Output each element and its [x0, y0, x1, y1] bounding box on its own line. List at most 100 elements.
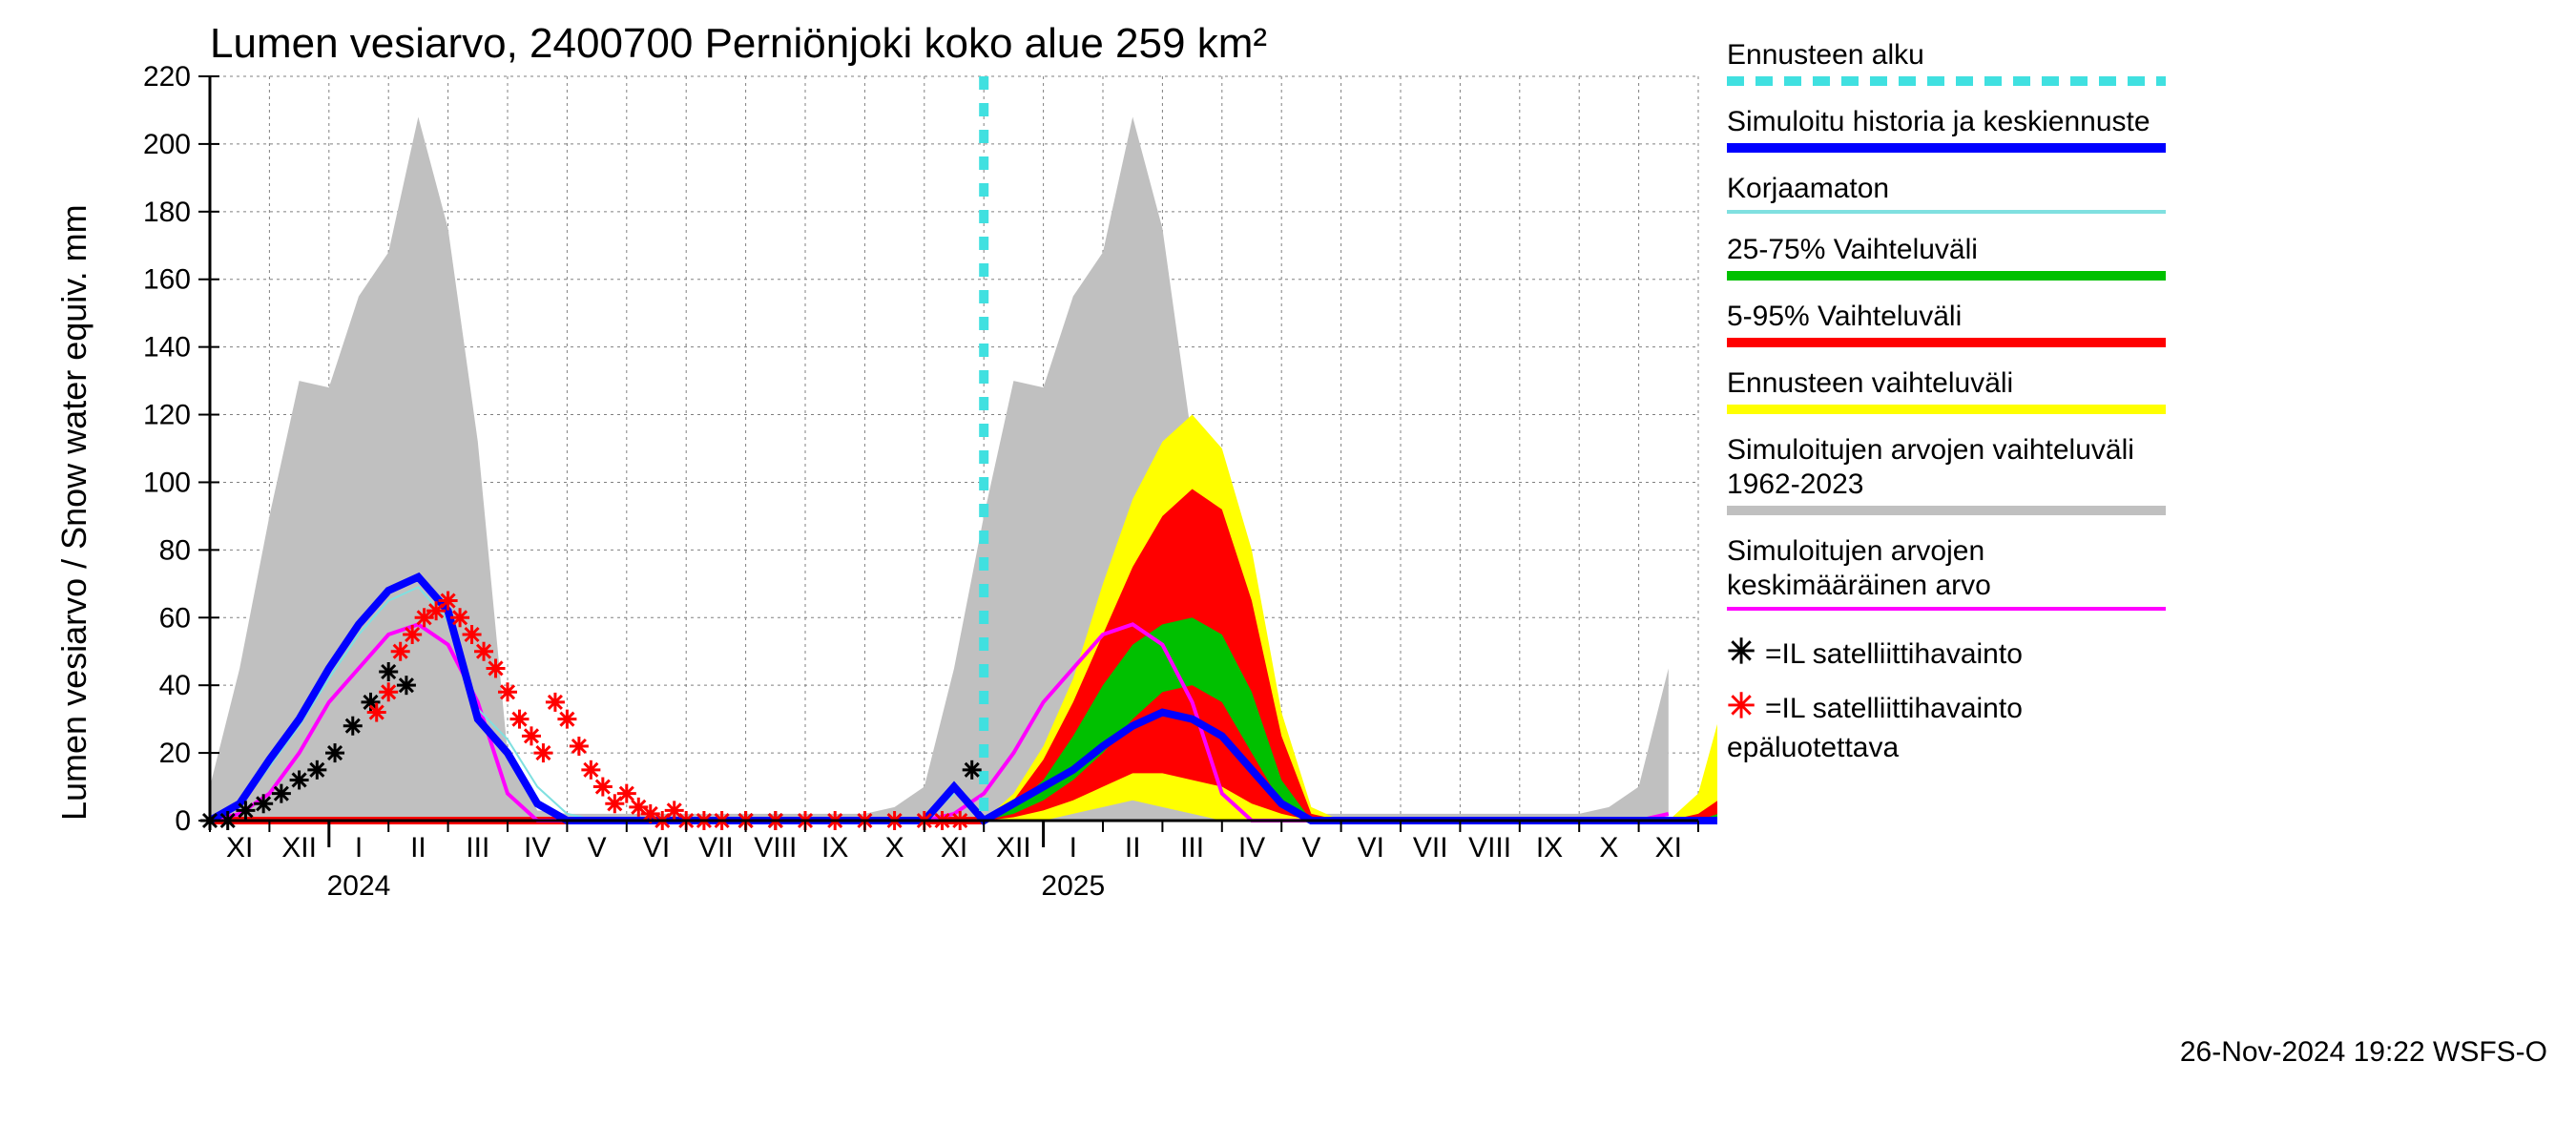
- legend-swatch: [1727, 210, 2166, 214]
- asterisk-icon: [533, 743, 552, 762]
- legend-label: =IL satelliittihavainto: [1765, 638, 2023, 670]
- asterisk-icon: [522, 726, 541, 745]
- legend-swatch: [1727, 143, 2166, 153]
- asterisk-icon: [307, 760, 326, 780]
- asterisk-icon: [367, 703, 386, 722]
- svg-text:I: I: [355, 832, 363, 864]
- svg-text:40: 40: [159, 670, 191, 701]
- svg-text:2024: 2024: [327, 870, 391, 902]
- svg-text:220: 220: [143, 61, 191, 93]
- asterisk-icon: [546, 693, 565, 712]
- chart-title: Lumen vesiarvo, 2400700 Perniönjoki koko…: [210, 20, 1267, 67]
- asterisk-icon: [379, 682, 398, 701]
- svg-text:II: II: [410, 832, 426, 864]
- svg-text:VII: VII: [698, 832, 734, 864]
- legend-swatch: [1727, 338, 2166, 347]
- svg-text:2025: 2025: [1041, 870, 1105, 902]
- svg-text:XI: XI: [226, 832, 253, 864]
- legend-swatch: [1727, 271, 2166, 281]
- svg-text:VIII: VIII: [754, 832, 797, 864]
- legend: Ennusteen alku Simuloitu historia ja kes…: [1727, 38, 2166, 766]
- svg-text:VI: VI: [1358, 832, 1384, 864]
- legend-label: epäluotettava: [1727, 732, 1899, 763]
- legend-swatch-dash: [1727, 76, 2166, 86]
- asterisk-icon: [325, 743, 344, 762]
- legend-label: Simuloitu historia ja keskiennuste: [1727, 105, 2166, 139]
- svg-text:II: II: [1125, 832, 1141, 864]
- chart-area: Lumen vesiarvo, 2400700 Perniönjoki koko…: [38, 19, 1717, 897]
- legend-mean: Simuloitujen arvojen keskimääräinen arvo: [1727, 534, 2166, 611]
- svg-text:80: 80: [159, 534, 191, 566]
- asterisk-icon: [570, 737, 589, 756]
- legend-label: Simuloitujen arvojen vaihteluväli 1962-2…: [1727, 433, 2166, 502]
- svg-text:20: 20: [159, 738, 191, 769]
- svg-text:120: 120: [143, 400, 191, 431]
- legend-595: 5-95% Vaihteluväli: [1727, 300, 2166, 347]
- svg-text:IV: IV: [1238, 832, 1265, 864]
- asterisk-icon: [379, 662, 398, 681]
- asterisk-icon: [498, 682, 517, 701]
- legend-label: Ennusteen alku: [1727, 38, 2166, 73]
- svg-text:IV: IV: [524, 832, 551, 864]
- asterisk-icon: [487, 658, 506, 677]
- asterisk-icon: ✳: [1727, 630, 1765, 675]
- svg-text:XI: XI: [1655, 832, 1682, 864]
- svg-text:0: 0: [175, 805, 191, 837]
- svg-text:VI: VI: [643, 832, 670, 864]
- svg-text:XI: XI: [941, 832, 967, 864]
- y-axis-label: Lumen vesiarvo / Snow water equiv. mm: [54, 204, 93, 821]
- legend-uncorrected: Korjaamaton: [1727, 172, 2166, 214]
- svg-text:200: 200: [143, 129, 191, 160]
- legend-sat-red: ✳=IL satelliittihavainto epäluotettava: [1727, 684, 2166, 766]
- asterisk-icon: [254, 794, 273, 813]
- svg-text:IX: IX: [1536, 832, 1563, 864]
- asterisk-icon: [439, 592, 458, 611]
- asterisk-icon: ✳: [1727, 684, 1765, 729]
- legend-forecast-range: Ennusteen vaihteluväli: [1727, 366, 2166, 414]
- svg-text:XII: XII: [281, 832, 317, 864]
- svg-text:XII: XII: [996, 832, 1031, 864]
- svg-text:I: I: [1070, 832, 1077, 864]
- asterisk-icon: [593, 778, 613, 797]
- legend-label: 25-75% Vaihteluväli: [1727, 233, 2166, 267]
- svg-text:VIII: VIII: [1468, 832, 1511, 864]
- asterisk-icon: [391, 642, 410, 661]
- hist-gray-area: [210, 117, 1669, 821]
- asterisk-icon: [236, 801, 255, 820]
- svg-text:X: X: [885, 832, 904, 864]
- asterisk-icon: [343, 717, 363, 736]
- asterisk-icon: [509, 710, 529, 729]
- asterisk-icon: [397, 676, 416, 695]
- legend-label: 5-95% Vaihteluväli: [1727, 300, 2166, 334]
- svg-text:III: III: [1180, 832, 1204, 864]
- legend-2575: 25-75% Vaihteluväli: [1727, 233, 2166, 281]
- svg-text:V: V: [1301, 832, 1320, 864]
- legend-label: Korjaamaton: [1727, 172, 2166, 206]
- asterisk-icon: [581, 760, 600, 780]
- svg-text:180: 180: [143, 197, 191, 228]
- asterisk-icon: [557, 710, 576, 729]
- legend-hist-range: Simuloitujen arvojen vaihteluväli 1962-2…: [1727, 433, 2166, 515]
- asterisk-icon: [272, 784, 291, 803]
- legend-swatch: [1727, 405, 2166, 414]
- asterisk-icon: [463, 625, 482, 644]
- legend-sim-hist: Simuloitu historia ja keskiennuste: [1727, 105, 2166, 153]
- legend-swatch: [1727, 607, 2166, 611]
- legend-swatch: [1727, 506, 2166, 515]
- asterisk-icon: [450, 608, 469, 627]
- svg-text:VII: VII: [1413, 832, 1448, 864]
- svg-text:160: 160: [143, 264, 191, 296]
- legend-label: Simuloitujen arvojen keskimääräinen arvo: [1727, 534, 2166, 603]
- svg-text:V: V: [588, 832, 607, 864]
- legend-sat-black: ✳=IL satelliittihavainto: [1727, 630, 2166, 675]
- asterisk-icon: [403, 625, 422, 644]
- legend-label: Ennusteen vaihteluväli: [1727, 366, 2166, 401]
- svg-text:III: III: [466, 832, 489, 864]
- legend-label: =IL satelliittihavainto: [1765, 693, 2023, 724]
- svg-text:IX: IX: [821, 832, 848, 864]
- asterisk-icon: [963, 760, 982, 780]
- asterisk-icon: [290, 770, 309, 789]
- svg-text:100: 100: [143, 467, 191, 498]
- legend-forecast-start: Ennusteen alku: [1727, 38, 2166, 86]
- chart-svg: Lumen vesiarvo, 2400700 Perniönjoki koko…: [38, 19, 1717, 954]
